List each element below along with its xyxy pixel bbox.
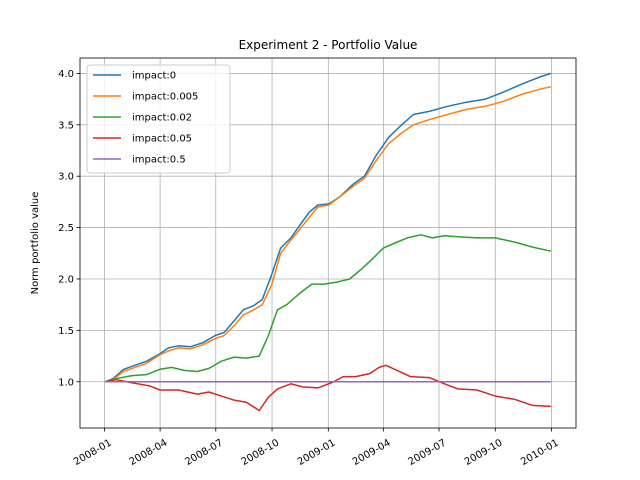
series-line xyxy=(104,234,552,383)
y-tick-label: 2.0 xyxy=(58,274,74,285)
y-tick-label: 3.0 xyxy=(58,172,74,183)
chart-title: Experiment 2 - Portfolio Value xyxy=(239,38,418,52)
y-tick-label: 4.0 xyxy=(58,69,74,80)
legend-label: impact:0.5 xyxy=(132,155,186,166)
series-line xyxy=(104,364,551,412)
y-tick-label: 2.5 xyxy=(58,223,74,234)
y-axis: 1.0 1.5 2.0 2.5 3.0 3.5 4.0 xyxy=(58,69,80,388)
plot-lines xyxy=(104,72,552,412)
y-axis-label: Norm portfolio value xyxy=(30,192,41,295)
legend-label: impact:0.05 xyxy=(132,134,192,145)
legend-label: impact:0.005 xyxy=(132,92,198,103)
series-line xyxy=(104,86,552,383)
y-tick-label: 3.5 xyxy=(58,120,74,131)
series-line xyxy=(104,72,552,383)
y-tick-label: 1.5 xyxy=(58,326,74,337)
legend-label: impact:0 xyxy=(132,71,176,82)
legend-frame xyxy=(86,64,231,174)
y-tick-label: 1.0 xyxy=(58,377,74,388)
legend: impact:0 impact:0.005 impact:0.02 impact:0.… xyxy=(86,64,231,174)
legend-label: impact:0.02 xyxy=(132,113,192,124)
